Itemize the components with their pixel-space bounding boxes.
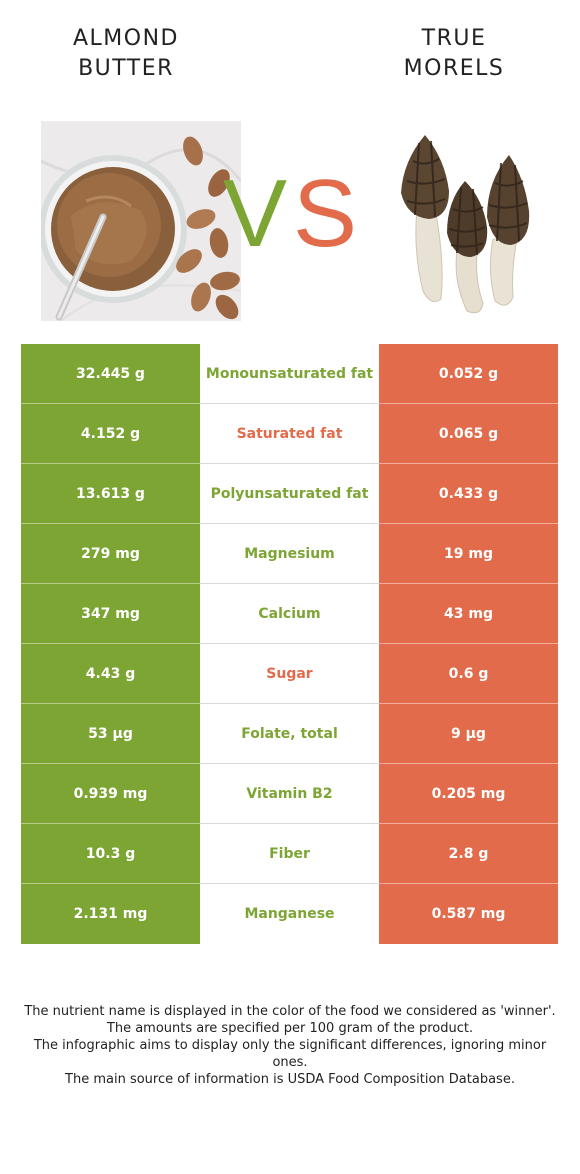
right-value: 2.8 g bbox=[379, 824, 558, 884]
footnote-line4: The main source of information is USDA F… bbox=[65, 1072, 515, 1087]
left-value: 32.445 g bbox=[21, 344, 200, 404]
table-row: 4.152 g Saturated fat 0.065 g bbox=[21, 404, 558, 464]
left-food-title-line1: ALMOND bbox=[72, 26, 179, 51]
right-value: 0.433 g bbox=[379, 464, 558, 524]
nutrient-name: Magnesium bbox=[200, 524, 379, 584]
table-row: 347 mg Calcium 43 mg bbox=[21, 584, 558, 644]
right-value: 9 µg bbox=[379, 704, 558, 764]
left-value: 13.613 g bbox=[21, 464, 200, 524]
left-value: 10.3 g bbox=[21, 824, 200, 884]
left-value: 4.43 g bbox=[21, 644, 200, 704]
table-row: 4.43 g Sugar 0.6 g bbox=[21, 644, 558, 704]
right-value: 0.6 g bbox=[379, 644, 558, 704]
morel-mushrooms-image bbox=[383, 121, 580, 321]
almond-butter-jar-image bbox=[39, 121, 243, 322]
vs-label: V S bbox=[223, 160, 357, 260]
table-row: 13.613 g Polyunsaturated fat 0.433 g bbox=[21, 464, 558, 524]
right-food-title-line2: MORELS bbox=[403, 56, 505, 81]
left-value: 2.131 mg bbox=[21, 884, 200, 944]
right-value: 19 mg bbox=[379, 524, 558, 584]
right-food-title-line1: TRUE bbox=[421, 26, 487, 51]
nutrient-name: Polyunsaturated fat bbox=[200, 464, 379, 524]
left-value: 53 µg bbox=[21, 704, 200, 764]
table-row: 279 mg Magnesium 19 mg bbox=[21, 524, 558, 584]
nutrient-name: Fiber bbox=[200, 824, 379, 884]
nutrient-name: Folate, total bbox=[200, 704, 379, 764]
right-value: 0.052 g bbox=[379, 344, 558, 404]
left-food-title-line2: BUTTER bbox=[78, 56, 174, 81]
nutrient-name: Monounsaturated fat bbox=[200, 344, 379, 404]
nutrient-name: Sugar bbox=[200, 644, 379, 704]
nutrient-name: Vitamin B2 bbox=[200, 764, 379, 824]
table-row: 10.3 g Fiber 2.8 g bbox=[21, 824, 558, 884]
vs-letter-s: S bbox=[293, 160, 357, 260]
left-food-title: ALMOND BUTTER bbox=[16, 24, 236, 84]
left-value: 0.939 mg bbox=[21, 764, 200, 824]
right-value: 0.587 mg bbox=[379, 884, 558, 944]
footnote: The nutrient name is displayed in the co… bbox=[16, 1003, 564, 1088]
table-row: 32.445 g Monounsaturated fat 0.052 g bbox=[21, 344, 558, 404]
footnote-line3: The infographic aims to display only the… bbox=[33, 1038, 547, 1070]
right-value: 0.065 g bbox=[379, 404, 558, 464]
table-row: 53 µg Folate, total 9 µg bbox=[21, 704, 558, 764]
nutrient-name: Calcium bbox=[200, 584, 379, 644]
vs-letter-v: V bbox=[223, 160, 287, 260]
right-value: 0.205 mg bbox=[379, 764, 558, 824]
right-food-title: TRUE MORELS bbox=[344, 24, 564, 84]
table-row: 2.131 mg Manganese 0.587 mg bbox=[21, 884, 558, 944]
left-value: 347 mg bbox=[21, 584, 200, 644]
right-value: 43 mg bbox=[379, 584, 558, 644]
left-value: 4.152 g bbox=[21, 404, 200, 464]
nutrient-name: Manganese bbox=[200, 884, 379, 944]
table-row: 0.939 mg Vitamin B2 0.205 mg bbox=[21, 764, 558, 824]
footnote-line2: The amounts are specified per 100 gram o… bbox=[106, 1021, 474, 1036]
nutrient-name: Saturated fat bbox=[200, 404, 379, 464]
footnote-line1: The nutrient name is displayed in the co… bbox=[24, 1004, 556, 1019]
comparison-table: 32.445 g Monounsaturated fat 0.052 g 4.152 … bbox=[21, 344, 558, 944]
left-value: 279 mg bbox=[21, 524, 200, 584]
